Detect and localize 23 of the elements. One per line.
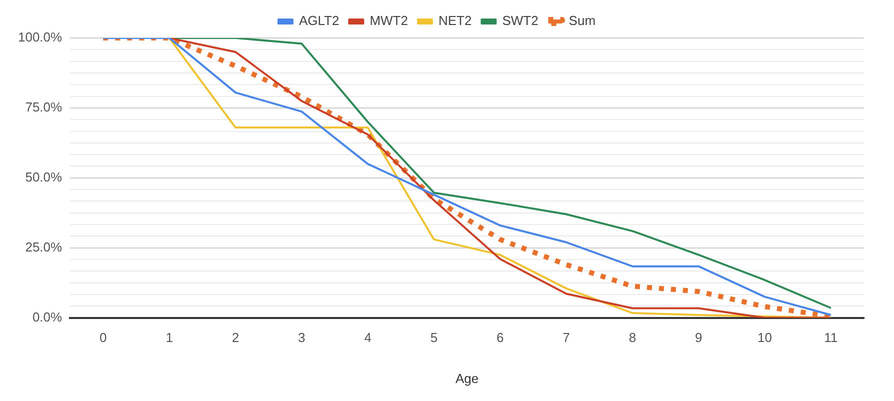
legend-label: NET2 xyxy=(438,13,472,28)
x-tick-label: 4 xyxy=(364,330,372,346)
y-tick-label: 0.0% xyxy=(32,309,63,324)
legend-label: Sum xyxy=(568,13,596,28)
y-tick-label: 50.0% xyxy=(25,169,63,184)
x-tick-label: 10 xyxy=(758,330,772,346)
x-axis-title: Age xyxy=(455,370,479,386)
x-tick-label: 6 xyxy=(496,330,504,346)
y-tick-label: 75.0% xyxy=(25,100,63,115)
legend-label: AGLT2 xyxy=(298,13,340,28)
x-tick-label: 1 xyxy=(166,330,173,346)
x-tick-label: 9 xyxy=(694,330,702,346)
y-tick-label: 25.0% xyxy=(25,239,63,254)
legend-label: MWT2 xyxy=(370,13,408,28)
x-tick-label: 7 xyxy=(562,330,570,346)
x-tick-label: 11 xyxy=(824,330,838,346)
y-tick-label: 100.0% xyxy=(18,30,63,45)
legend-label: SWT2 xyxy=(502,13,538,28)
x-tick-label: 3 xyxy=(298,330,306,346)
x-tick-label: 0 xyxy=(100,330,107,346)
x-tick-label: 5 xyxy=(430,330,438,346)
x-tick-label: 2 xyxy=(232,330,240,346)
x-tick-label: 8 xyxy=(628,330,636,346)
